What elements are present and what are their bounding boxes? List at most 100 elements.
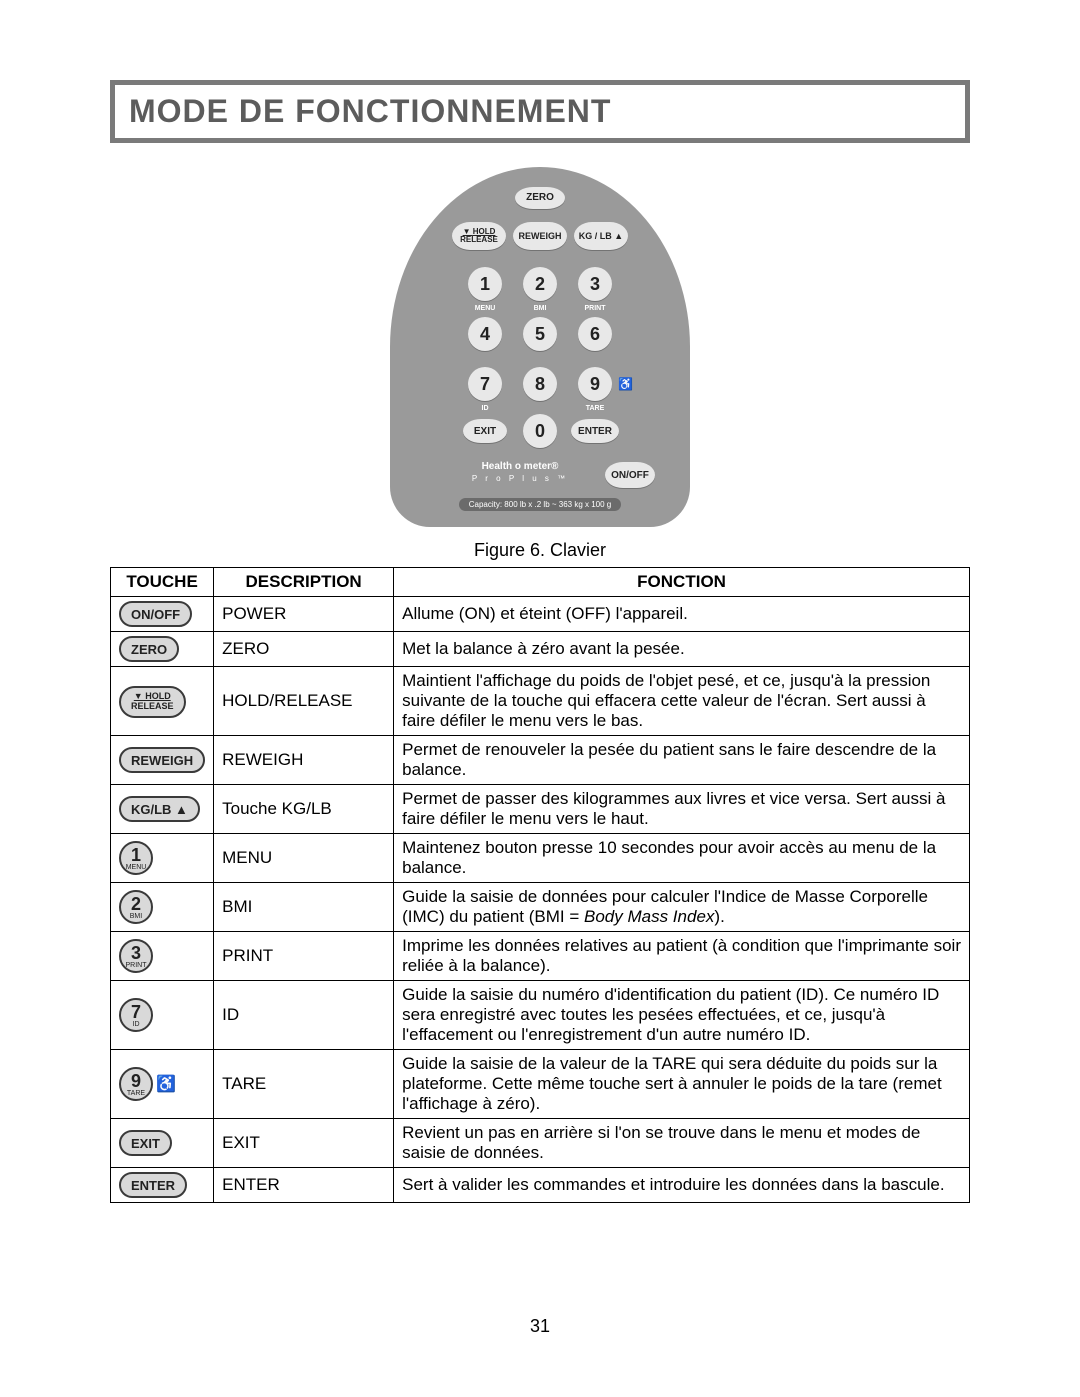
figure-caption: Figure 6. Clavier [110,540,970,561]
keypad-figure: ZERO ▼ HOLD RELEASE REWEIGH KG / LB ▲ 1M… [110,167,970,532]
table-row: EXITEXITRevient un pas en arrière si l'o… [111,1119,970,1168]
function-cell: Maintenez bouton presse 10 secondes pour… [394,834,970,883]
kp-2-button[interactable]: 2BMI [523,267,557,301]
section-title: MODE DE FONCTIONNEMENT [129,93,951,130]
header-fonction: FONCTION [394,568,970,597]
touche-icon: 9TARE♿ [119,1067,176,1101]
touche-cell: ON/OFF [111,597,214,632]
kp-4-button[interactable]: 4 [468,317,502,351]
function-cell: Imprime les données relatives au patient… [394,932,970,981]
kp-hold-release-button[interactable]: ▼ HOLD RELEASE [452,222,506,250]
function-cell: Allume (ON) et éteint (OFF) l'appareil. [394,597,970,632]
kp-enter-label: ENTER [578,426,612,437]
touche-cell: ENTER [111,1168,214,1203]
page-number: 31 [0,1316,1080,1337]
table-row: 7IDIDGuide la saisie du numéro d'identif… [111,981,970,1050]
kp-2-label: 2 [535,275,545,293]
table-row: 3PRINT PRINTImprime les données relatives… [111,932,970,981]
touche-icon: 3PRINT [119,939,153,973]
function-cell: Permet de passer des kilogrammes aux liv… [394,785,970,834]
function-cell: Permet de renouveler la pesée du patient… [394,736,970,785]
table-row: ▼ HOLDRELEASEHOLD/RELEASEMaintient l'aff… [111,667,970,736]
kp-1-label: 1 [480,275,490,293]
touche-cell: KG/LB ▲ [111,785,214,834]
touche-icon: ON/OFF [119,601,192,627]
touche-icon: ENTER [119,1172,187,1198]
header-description: DESCRIPTION [214,568,394,597]
kp-3-button[interactable]: 3PRINT [578,267,612,301]
table-row: 2BMIBMIGuide la saisie de données pour c… [111,883,970,932]
kp-7-sub: ID [468,405,502,412]
table-row: 9TARE♿TAREGuide la saisie de la valeur d… [111,1050,970,1119]
page: MODE DE FONCTIONNEMENT ZERO ▼ HOLD RELEA… [0,0,1080,1243]
kp-zero-button[interactable]: ZERO [515,187,565,209]
capacity-text: Capacity: 800 lb x .2 lb ~ 363 kg x 100 … [459,498,622,511]
section-title-bar: MODE DE FONCTIONNEMENT [110,80,970,143]
kp-4-label: 4 [480,325,490,343]
description-cell: TARE [214,1050,394,1119]
kp-onoff-button[interactable]: ON/OFF [605,462,655,488]
kp-3-label: 3 [590,275,600,293]
header-touche: TOUCHE [111,568,214,597]
touche-icon: 2BMI [119,890,153,924]
kp-5-label: 5 [535,325,545,343]
touche-cell: 7ID [111,981,214,1050]
touche-cell: EXIT [111,1119,214,1168]
function-cell: Sert à valider les commandes et introdui… [394,1168,970,1203]
kp-8-label: 8 [535,375,545,393]
kp-onoff-label: ON/OFF [611,470,649,481]
kp-reweigh-button[interactable]: REWEIGH [513,222,567,250]
description-cell: ID [214,981,394,1050]
touche-cell: 9TARE♿ [111,1050,214,1119]
table-header-row: TOUCHE DESCRIPTION FONCTION [111,568,970,597]
kp-0-button[interactable]: 0 [523,414,557,448]
kp-5-button[interactable]: 5 [523,317,557,351]
kp-7-label: 7 [480,375,490,393]
kp-0-label: 0 [535,422,545,440]
kp-zero-label: ZERO [526,193,554,203]
table-row: REWEIGHREWEIGHPermet de renouveler la pe… [111,736,970,785]
kp-9-label: 9 [590,375,600,393]
touche-cell: 3PRINT [111,932,214,981]
touche-icon: 7ID [119,998,153,1032]
kp-exit-button[interactable]: EXIT [463,419,507,443]
function-table: TOUCHE DESCRIPTION FONCTION ON/OFF POWERA… [110,567,970,1203]
kp-2-sub: BMI [523,305,557,312]
touche-cell: REWEIGH [111,736,214,785]
table-row: KG/LB ▲Touche KG/LBPermet de passer des … [111,785,970,834]
touche-cell: 1MENU [111,834,214,883]
table-row: ZEROZEROMet la balance à zéro avant la p… [111,632,970,667]
touche-cell: ▼ HOLDRELEASE [111,667,214,736]
kp-reweigh-label: REWEIGH [518,231,561,241]
kp-kglb-button[interactable]: KG / LB ▲ [574,222,628,250]
touche-icon: REWEIGH [119,747,205,773]
touche-icon: ▼ HOLDRELEASE [119,686,186,718]
function-cell: Maintient l'affichage du poids de l'obje… [394,667,970,736]
function-cell: Guide la saisie de données pour calculer… [394,883,970,932]
touche-cell: ZERO [111,632,214,667]
description-cell: PRINT [214,932,394,981]
kp-9-button[interactable]: 9TARE [578,367,612,401]
wheelchair-icon: ♿ [618,377,633,391]
table-row: ON/OFF POWERAllume (ON) et éteint (OFF) l… [111,597,970,632]
kp-1-button[interactable]: 1MENU [468,267,502,301]
kp-enter-button[interactable]: ENTER [571,419,619,443]
description-cell: MENU [214,834,394,883]
description-cell: REWEIGH [214,736,394,785]
wheelchair-icon: ♿ [156,1074,176,1094]
kp-kglb-label: KG / LB ▲ [579,231,623,241]
kp-6-button[interactable]: 6 [578,317,612,351]
description-cell: ZERO [214,632,394,667]
kp-1-sub: MENU [468,305,502,312]
keypad: ZERO ▼ HOLD RELEASE REWEIGH KG / LB ▲ 1M… [390,167,690,527]
description-cell: Touche KG/LB [214,785,394,834]
touche-icon: EXIT [119,1130,172,1156]
touche-icon: ZERO [119,636,179,662]
capacity-strip: Capacity: 800 lb x .2 lb ~ 363 kg x 100 … [390,500,690,509]
kp-7-button[interactable]: 7ID [468,367,502,401]
kp-8-button[interactable]: 8 [523,367,557,401]
kp-release-label: RELEASE [460,236,498,244]
description-cell: ENTER [214,1168,394,1203]
function-cell: Met la balance à zéro avant la pesée. [394,632,970,667]
description-cell: POWER [214,597,394,632]
